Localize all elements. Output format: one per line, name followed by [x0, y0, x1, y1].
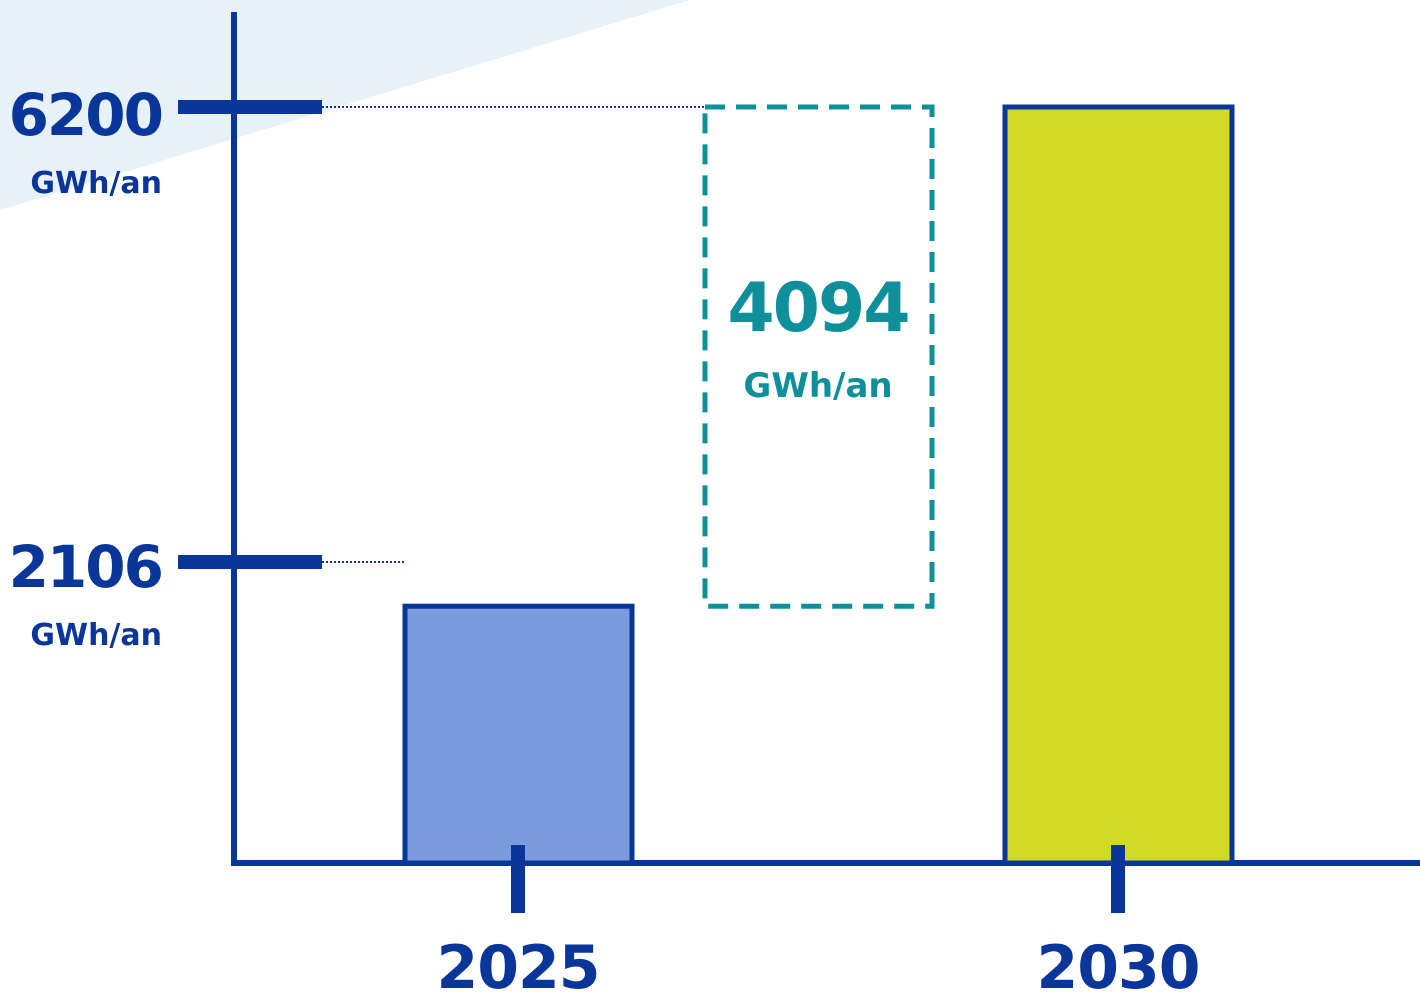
- x-tick-label: 2025: [437, 933, 600, 992]
- increase-box: [702, 104, 935, 609]
- y-tick-unit: GWh/an: [30, 618, 162, 653]
- increase-value: 4094: [727, 269, 908, 348]
- bar-2025: [402, 603, 635, 866]
- y-tick-lower: 2106 GWh/an: [9, 533, 405, 653]
- y-tick-label: 2106: [9, 533, 162, 601]
- y-tick-upper: 6200 GWh/an: [9, 81, 705, 201]
- y-tick-label: 6200: [9, 81, 162, 149]
- y-tick-unit: GWh/an: [30, 166, 162, 201]
- bar-2030: [1002, 104, 1235, 866]
- x-tick-label: 2030: [1037, 933, 1200, 992]
- background-accent: [0, 0, 690, 210]
- increase-unit: GWh/an: [743, 366, 892, 406]
